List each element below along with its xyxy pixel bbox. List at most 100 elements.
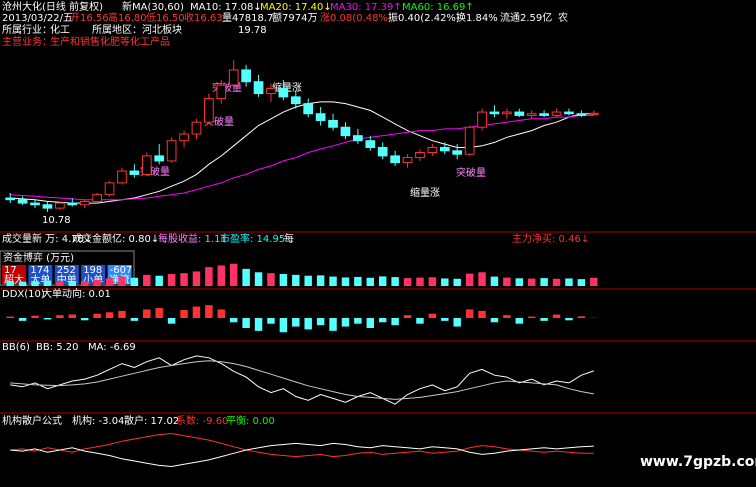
bar: [205, 305, 213, 318]
bar: [80, 281, 89, 286]
candle-body: [55, 202, 65, 209]
bar: [590, 277, 598, 286]
bar: [167, 318, 176, 324]
bar: [577, 316, 586, 318]
bar: [68, 281, 77, 286]
bar: [118, 276, 126, 286]
low-annotation: 10.78: [42, 215, 71, 226]
bar: [478, 272, 486, 286]
amplitude: 振0.40(2.42%): [388, 11, 460, 24]
bar: [354, 276, 362, 286]
candle-body: [539, 113, 549, 116]
ma60: MA60: 16.69↑: [402, 2, 474, 13]
business-label: 主营业务：: [2, 35, 52, 48]
ma-line: [10, 101, 594, 204]
bar: [490, 318, 499, 323]
candle-body: [266, 87, 276, 95]
candle-body: [204, 98, 214, 123]
candle-body: [377, 146, 388, 157]
bar: [304, 275, 312, 286]
bar: [354, 318, 362, 324]
bar: [242, 318, 250, 328]
bar: [478, 310, 486, 318]
industry-label: 所属行业：: [2, 23, 52, 36]
bar: [403, 315, 412, 318]
bar: [279, 274, 288, 286]
fund-box-title: 资金博弈 (万元): [3, 251, 74, 264]
indicator-line: [10, 432, 594, 458]
ma30: MA30: 17.39↑: [330, 2, 402, 13]
candle-body: [315, 113, 326, 121]
business: 生产和销售化肥等化工产品: [50, 35, 170, 48]
bar: [43, 280, 52, 286]
bar: [143, 309, 151, 318]
bar: [180, 273, 188, 286]
signal-label: 缩量涨: [410, 186, 440, 199]
indicator-line: [10, 442, 594, 468]
candle-body: [514, 111, 525, 116]
bar: [465, 309, 474, 318]
candle-body: [179, 133, 189, 142]
candle-body: [290, 96, 301, 105]
bar: [254, 318, 263, 331]
indicator-line: [10, 355, 594, 405]
main-net-buy: 主力净买: 0.46↓: [512, 232, 589, 245]
bar: [167, 274, 176, 286]
eps: 每股收益: 1.11: [158, 232, 227, 245]
bar: [155, 275, 163, 286]
bar: [391, 318, 399, 326]
bar: [254, 272, 263, 286]
candle-body: [551, 111, 562, 116]
close: 收16.63: [184, 11, 223, 24]
bar: [43, 318, 52, 320]
institution: 机构: -3.04: [72, 414, 124, 427]
bar: [130, 277, 139, 286]
formula-title: 机构散户公式: [2, 414, 62, 427]
truncated: 每: [284, 232, 294, 245]
bar: [565, 318, 573, 321]
bar: [31, 315, 39, 318]
candle-body: [464, 126, 475, 155]
candle-body: [228, 69, 239, 86]
candle-body: [191, 121, 202, 135]
bar: [130, 318, 139, 321]
bar: [18, 318, 27, 321]
fund-value: 174: [30, 265, 49, 276]
candle-body: [353, 135, 363, 142]
candle-body: [241, 69, 251, 83]
retail: 散户: 17.02: [124, 414, 179, 427]
bar: [577, 279, 586, 286]
open: 开16.56: [70, 13, 109, 24]
bb-value: BB: 5.20: [36, 342, 79, 353]
bar: [465, 273, 474, 286]
bar: [329, 318, 337, 331]
bar: [441, 278, 449, 286]
bar: [143, 274, 151, 286]
fund-cell: [54, 265, 79, 284]
bar: [540, 278, 548, 286]
bar: [366, 318, 375, 328]
fund-value: 198: [83, 265, 102, 276]
candle-body: [79, 200, 90, 206]
bar: [527, 316, 536, 318]
fund-value: -607: [110, 265, 133, 276]
bar: [18, 281, 27, 286]
bar: [267, 318, 275, 324]
ma20: MA20: 17.40↓: [260, 2, 332, 13]
candle-body: [141, 155, 152, 175]
bar: [453, 278, 461, 286]
bar: [279, 318, 288, 333]
fund-cell: [81, 265, 106, 284]
bar: [515, 278, 524, 286]
candle-body: [67, 202, 78, 206]
bar: [391, 277, 399, 286]
bar: [205, 267, 213, 286]
bar: [341, 277, 350, 286]
region: 河北板块: [142, 23, 182, 36]
bar: [56, 315, 64, 318]
bar: [229, 318, 238, 323]
bb-title: BB(6): [2, 342, 30, 353]
candle-body: [427, 146, 438, 154]
industry: 化工: [50, 23, 70, 36]
